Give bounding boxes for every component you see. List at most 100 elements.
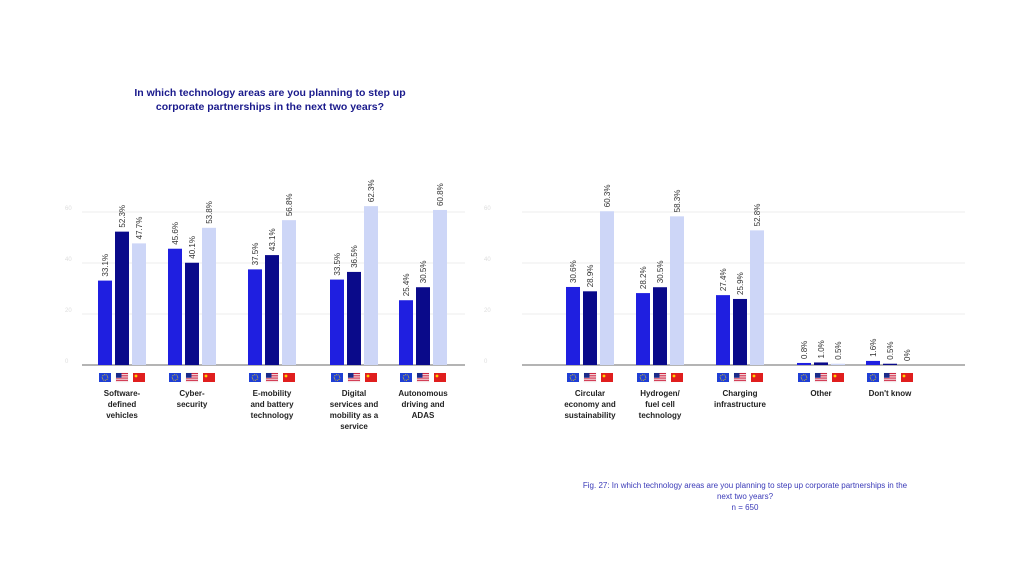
bar-eu xyxy=(636,293,650,365)
bar-value-label: 60.8% xyxy=(436,183,445,206)
us-flag-stripe xyxy=(186,373,198,374)
us-flag-stripe xyxy=(348,373,360,374)
china-flag-icon xyxy=(751,373,763,382)
bar-us xyxy=(583,291,597,365)
category-label-line: fuel cell xyxy=(645,400,675,409)
china-flag-star xyxy=(672,374,676,378)
bar-value-label: 43.1% xyxy=(268,228,277,251)
us-flag-stripe xyxy=(417,376,429,378)
bar-eu xyxy=(716,295,730,365)
us-flag-stripe xyxy=(116,378,128,380)
eu-flag-stars xyxy=(869,374,877,381)
flag-us xyxy=(416,372,430,383)
eu-flag-icon xyxy=(249,373,261,382)
flag-eu xyxy=(249,373,261,382)
category-label-line: Software- xyxy=(104,389,141,398)
china-flag-icon xyxy=(434,373,446,382)
us-flag-stripe xyxy=(734,373,746,374)
y-tick-label: 20 xyxy=(484,308,491,314)
bar-value-label: 28.2% xyxy=(639,266,648,289)
category-label: E-mobility and battery technology xyxy=(250,389,294,420)
bar-cn xyxy=(600,211,614,365)
category-label-line: driving and xyxy=(401,400,444,409)
chart-title-line-2: corporate partnerships in the next two y… xyxy=(155,101,385,113)
bar-value-label: 52.8% xyxy=(753,204,762,227)
category-label-line: infrastructure xyxy=(714,400,767,409)
flag-eu xyxy=(99,373,111,382)
us-flag-stripe xyxy=(654,373,666,374)
us-flag-stripe xyxy=(417,374,429,376)
us-flag-stripe xyxy=(815,376,827,378)
us-flag-stripe xyxy=(815,378,827,380)
flag-eu xyxy=(567,373,579,382)
bar-value-label: 52.3% xyxy=(118,205,127,228)
category-label-line: Other xyxy=(810,389,831,398)
category-label-line: Charging xyxy=(722,389,757,398)
china-flag-star xyxy=(204,374,208,378)
eu-flag-stars xyxy=(333,374,341,381)
eu-flag-stars xyxy=(251,374,259,381)
us-flag-stripe xyxy=(417,373,429,374)
category-label: Autonomous driving and ADAS xyxy=(398,389,448,420)
bar-value-label: 0% xyxy=(903,349,912,361)
bar-value-label: 40.1% xyxy=(188,236,197,259)
bar-value-label: 56.8% xyxy=(285,193,294,216)
bar-value-label: 30.6% xyxy=(569,260,578,283)
eu-flag-stars xyxy=(719,374,727,381)
caption-line-3: n = 650 xyxy=(731,503,759,512)
bar-eu xyxy=(866,360,880,365)
flag-eu xyxy=(637,373,649,382)
eu-flag-icon xyxy=(400,373,412,382)
china-flag-icon xyxy=(832,373,844,382)
chart-title-line-1: In which technology areas are you planni… xyxy=(134,87,406,99)
flag-eu xyxy=(331,373,343,382)
flag-cn xyxy=(203,373,215,382)
bar-value-label: 62.3% xyxy=(367,179,376,202)
chart-title: In which technology areas are you planni… xyxy=(100,86,440,114)
caption-line-1: Fig. 27: In which technology areas are y… xyxy=(582,481,908,490)
us-flag-stripe xyxy=(186,374,198,376)
eu-flag-icon xyxy=(331,373,343,382)
bar-us xyxy=(185,262,199,365)
us-flag-stripe xyxy=(884,380,896,382)
china-flag-icon xyxy=(365,373,377,382)
bar-value-label: 47.7% xyxy=(135,217,144,240)
eu-flag-icon xyxy=(717,373,729,382)
bar-us xyxy=(115,231,129,365)
us-flag-stripe xyxy=(884,374,896,376)
flag-cn xyxy=(283,373,295,382)
us-flag-stripe xyxy=(884,378,896,380)
bar-eu xyxy=(168,248,182,365)
china-flag-star xyxy=(134,374,138,378)
category-label-line: mobility as a xyxy=(330,411,379,420)
flag-us xyxy=(883,372,897,383)
us-flag-stripe xyxy=(734,376,746,378)
us-flag-canton xyxy=(884,373,890,378)
category-label: Circular economy and sustainability xyxy=(564,389,616,420)
flag-cn xyxy=(751,373,763,382)
us-flag-stripe xyxy=(815,374,827,376)
bar-eu xyxy=(330,279,344,365)
china-flag-icon xyxy=(901,373,913,382)
bar-value-label: 33.5% xyxy=(333,253,342,276)
figure-caption: Fig. 27: In which technology areas are y… xyxy=(560,480,930,513)
flag-cn xyxy=(601,373,613,382)
bar-eu xyxy=(797,362,811,365)
flag-cn xyxy=(365,373,377,382)
bar-eu xyxy=(98,280,112,365)
us-flag-stripe xyxy=(266,378,278,380)
category-label-line: services and xyxy=(330,400,379,409)
category-label-line: security xyxy=(177,400,208,409)
category-label-line: defined xyxy=(108,400,137,409)
us-flag-canton xyxy=(734,373,740,378)
bar-us xyxy=(814,362,828,365)
bar-eu xyxy=(248,269,262,365)
us-flag-stripe xyxy=(584,378,596,380)
us-flag-stripe xyxy=(266,376,278,378)
flag-eu xyxy=(400,373,412,382)
bar-value-label: 37.5% xyxy=(251,243,260,266)
category-label: Cyber-security xyxy=(177,389,208,409)
flag-eu xyxy=(717,373,729,382)
eu-flag-stars xyxy=(800,374,808,381)
category-label-line: economy and xyxy=(564,400,616,409)
